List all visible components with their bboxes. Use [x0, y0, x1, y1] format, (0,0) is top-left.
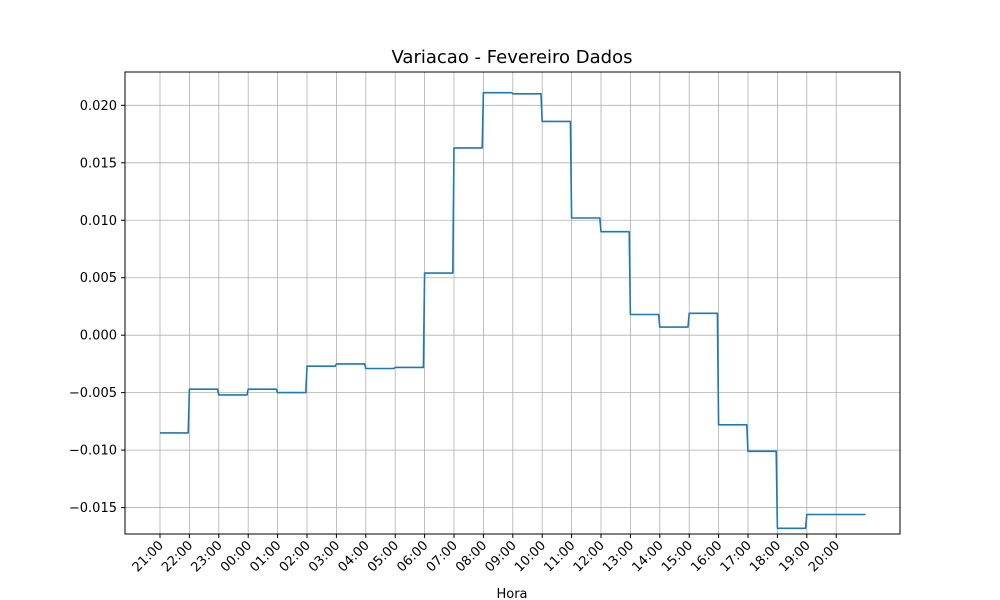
x-tick-label: 13:00: [600, 538, 637, 575]
x-tick-label: 21:00: [130, 538, 167, 575]
x-tick-label: 09:00: [483, 538, 520, 575]
y-tick-label: 0.020: [80, 99, 117, 114]
x-tick-label: 22:00: [159, 538, 196, 575]
y-tick-label: 0.015: [80, 156, 117, 171]
x-tick-label: 17:00: [718, 538, 755, 575]
x-tick-label: 11:00: [541, 538, 578, 575]
x-tick-label: 14:00: [630, 538, 667, 575]
y-axis: −0.015 −0.010 −0.005 0.000 0.005 0.010 0.015 0.…: [69, 99, 125, 516]
x-tick-label: 20:00: [806, 538, 843, 575]
grid: [125, 72, 900, 534]
x-tick-label: 03:00: [306, 538, 343, 575]
x-tick-label: 00:00: [218, 538, 255, 575]
x-tick-label: 19:00: [777, 538, 814, 575]
y-tick-label: 0.010: [80, 214, 117, 229]
x-tick-label: 01:00: [247, 538, 284, 575]
x-tick-label: 12:00: [571, 538, 608, 575]
chart-title: Variacao - Fevereiro Dados: [392, 47, 633, 68]
x-tick-label: 15:00: [659, 538, 696, 575]
x-tick-label: 07:00: [424, 538, 461, 575]
x-tick-label: 10:00: [512, 538, 549, 575]
y-tick-label: −0.015: [69, 501, 117, 516]
x-axis: 21:0022:0023:0000:0001:0002:0003:0004:00…: [130, 534, 843, 575]
y-tick-label: −0.005: [69, 386, 117, 401]
x-axis-label: Hora: [496, 587, 527, 600]
series-line: [160, 91, 866, 530]
x-tick-label: 16:00: [688, 538, 725, 575]
x-tick-label: 05:00: [365, 538, 402, 575]
x-tick-label: 23:00: [189, 538, 226, 575]
y-tick-label: −0.010: [69, 444, 117, 459]
y-tick-label: 0.000: [80, 329, 117, 344]
x-tick-label: 06:00: [394, 538, 431, 575]
series-group: [160, 91, 866, 530]
y-tick-label: 0.005: [80, 271, 117, 286]
x-tick-label: 08:00: [453, 538, 490, 575]
x-tick-label: 02:00: [277, 538, 314, 575]
x-tick-label: 18:00: [747, 538, 784, 575]
x-tick-label: 04:00: [336, 538, 373, 575]
